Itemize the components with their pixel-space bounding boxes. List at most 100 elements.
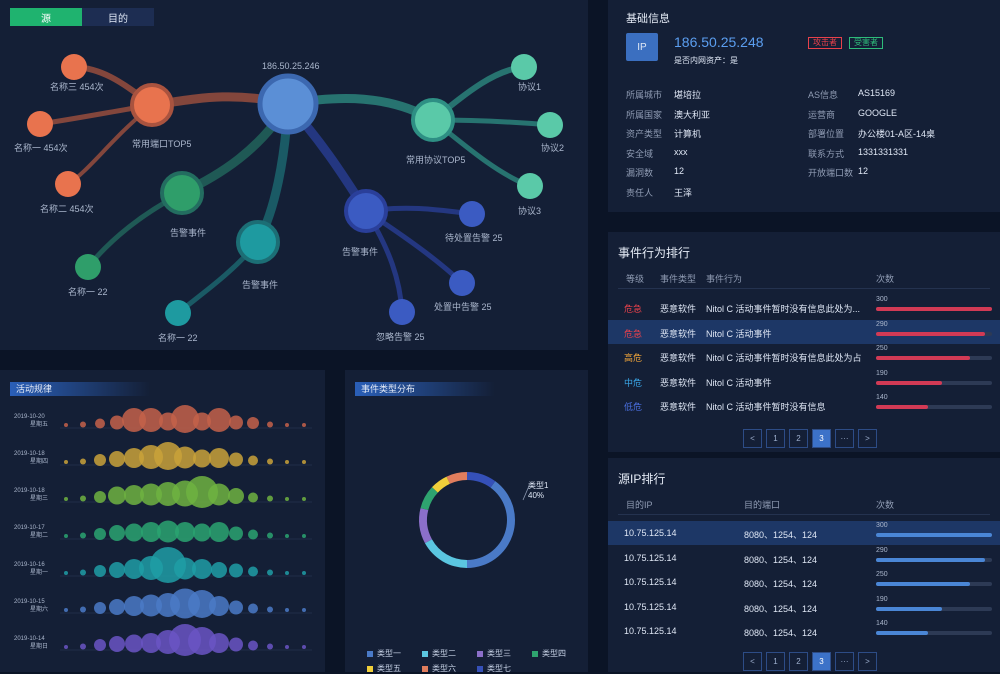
ignored-alarm-node[interactable] (389, 299, 415, 325)
info-key: 开放端口数 (808, 168, 854, 178)
tab-source[interactable]: 源 (10, 8, 82, 26)
node-label: 协议1 (518, 81, 541, 92)
basic-info-panel: 基础信息 IP 186.50.25.248 是否内网资产：是 攻击者 受害者 所… (608, 0, 1000, 212)
info-key: AS信息 (808, 90, 839, 100)
ip-folder-icon: IP (626, 33, 658, 61)
table-row[interactable]: 10.75.125.14 8080、1254、124 300 (608, 521, 1000, 545)
activity-bubble (94, 602, 106, 614)
donut-slice[interactable] (424, 539, 467, 568)
activity-bubble (302, 571, 306, 575)
protocol-node-1[interactable] (511, 54, 537, 80)
page-button[interactable]: 3 (812, 652, 831, 671)
info-value: 12 (674, 166, 685, 176)
activity-bubble (285, 645, 289, 649)
activity-bubble (64, 423, 68, 427)
node-label: 协议3 (518, 205, 541, 216)
activity-bubble (80, 569, 86, 576)
source-ip-rank-panel: 源IP排行 目的IP 目的端口 次数 10.75.125.14 8080、1254… (608, 458, 1000, 672)
activity-bubble (302, 645, 306, 649)
action-cell: Nitol C 活动事件暂时没有信息此处为占 (706, 353, 862, 363)
count-bar-fill (876, 631, 929, 635)
activity-weekday: 星期六 (30, 605, 48, 613)
alarm-teal-leaf[interactable] (165, 300, 191, 326)
page-button[interactable]: 1 (766, 652, 785, 671)
node-label: 名称一 22 (158, 332, 198, 343)
page-button[interactable]: ··· (835, 429, 854, 448)
activity-bubble (80, 643, 86, 650)
center-ip-label: 186.50.25.246 (262, 61, 320, 71)
table-row[interactable]: 中危 恶意软件 Nitol C 活动事件 190 (608, 369, 1000, 393)
table-row[interactable]: 危急 恶意软件 Nitol C 活动事件 290 (608, 319, 1000, 344)
prev-page-button[interactable]: < (743, 652, 762, 671)
port-node-3[interactable] (61, 54, 87, 80)
donut-slice[interactable] (432, 476, 450, 493)
protocol-node-2[interactable] (537, 112, 563, 138)
count-bar-fill (876, 405, 929, 409)
table-row[interactable]: 低危 恶意软件 Nitol C 活动事件暂时没有信息 140 (608, 393, 1000, 417)
alarm-node-blue[interactable] (344, 189, 388, 233)
activity-bubble (94, 491, 106, 503)
alarm-green-leaf[interactable] (75, 254, 101, 280)
info-value: 王泽 (674, 187, 693, 198)
node-label: 名称二 454次 (40, 203, 94, 214)
table-row[interactable]: 高危 恶意软件 Nitol C 活动事件暂时没有信息此处为占 250 (608, 344, 1000, 368)
donut-slice[interactable] (446, 472, 467, 484)
count-bar (876, 331, 992, 336)
activity-bubble (124, 559, 144, 579)
type-cell: 恶意软件 (660, 328, 697, 339)
level-cell: 高危 (624, 353, 643, 363)
activity-bubble (209, 448, 229, 468)
info-value: AS15169 (858, 88, 896, 98)
page-button[interactable]: 3 (812, 429, 831, 448)
alarm-node-green[interactable] (160, 171, 204, 215)
page-button[interactable]: ··· (835, 652, 854, 671)
port-node-2[interactable] (55, 171, 81, 197)
legend-swatch (422, 650, 428, 657)
page-button[interactable]: 1 (766, 429, 785, 448)
next-page-button[interactable]: > (858, 429, 877, 448)
activity-weekday: 星期一 (30, 568, 48, 576)
info-key: 所属国家 (626, 109, 663, 120)
donut-slice[interactable] (467, 481, 515, 568)
donut-slice[interactable] (419, 508, 432, 544)
protocol-top5-node[interactable] (411, 98, 455, 142)
count-bar (876, 356, 992, 360)
table-row[interactable]: 10.75.125.14 8080、1254、124 250 (608, 570, 1000, 594)
protocol-node-3[interactable] (517, 173, 543, 199)
activity-bubble (140, 483, 162, 506)
action-cell: Nitol C 活动事件 (706, 328, 772, 339)
activity-bubble (80, 495, 86, 502)
alarm-node-teal[interactable] (236, 220, 280, 264)
ip-cell: 10.75.125.14 (624, 601, 677, 612)
tab-destination[interactable]: 目的 (82, 8, 154, 26)
donut-slice[interactable] (420, 487, 438, 511)
port-cell: 8080、1254、124 (744, 554, 818, 565)
donut-slice[interactable] (467, 472, 496, 488)
table-row[interactable]: 10.75.125.14 8080、1254、124 290 (608, 546, 1000, 570)
page-button[interactable]: 2 (789, 429, 808, 448)
table-row[interactable]: 10.75.125.14 8080、1254、124 190 (608, 595, 1000, 619)
activity-weekday: 星期五 (30, 420, 48, 428)
processing-alarm-node[interactable] (449, 270, 475, 296)
info-value: 计算机 (674, 129, 702, 139)
next-page-button[interactable]: > (858, 652, 877, 671)
ip-cell: 10.75.125.14 (624, 528, 677, 538)
relation-graph: 186.50.25.246 名称三 454次 名称一 454次 名称二 454次… (14, 54, 564, 343)
activity-bubble (110, 415, 124, 430)
page-button[interactable]: 2 (789, 652, 808, 671)
count-value: 300 (876, 522, 888, 529)
port-node-1[interactable] (27, 111, 53, 137)
center-node[interactable] (257, 73, 319, 135)
pending-alarm-node[interactable] (459, 201, 485, 227)
activity-bubble (285, 608, 289, 612)
table-row[interactable]: 10.75.125.14 8080、1254、124 140 (608, 619, 1000, 643)
legend-label: 类型五 (377, 664, 401, 673)
activity-bubble (248, 529, 258, 540)
activity-bubble (247, 417, 259, 429)
prev-page-button[interactable]: < (743, 429, 762, 448)
activity-date: 2019-10-20 (14, 414, 45, 420)
table-row[interactable]: 危急 恶意软件 Nitol C 活动事件暂时没有信息此处为... 300 (608, 295, 1000, 319)
port-top5-node[interactable] (130, 83, 174, 127)
activity-bubble (188, 627, 216, 655)
activity-bubble (174, 557, 196, 580)
